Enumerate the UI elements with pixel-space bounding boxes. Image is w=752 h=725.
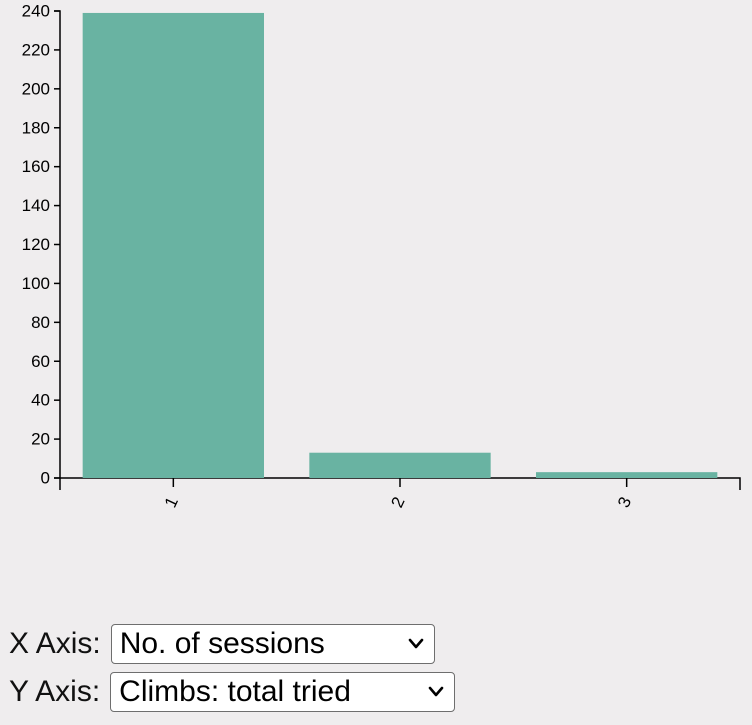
- x-axis-select-value: No. of sessions: [119, 627, 325, 660]
- y-axis-select-value: Climbs: total tried: [119, 675, 351, 708]
- y-tick-label: 180: [22, 118, 50, 137]
- y-tick-label: 60: [31, 352, 50, 371]
- y-axis-control: Y Axis: Climbs: total tried: [9, 669, 709, 715]
- x-tick-label: 3: [614, 494, 635, 511]
- chevron-down-icon: [428, 686, 444, 697]
- y-tick-label: 120: [22, 235, 50, 254]
- y-tick-label: 220: [22, 40, 50, 59]
- x-axis-label: X Axis:: [9, 627, 101, 660]
- y-tick-label: 80: [31, 313, 50, 332]
- y-tick-label: 20: [31, 430, 50, 449]
- y-tick-label: 100: [22, 274, 50, 293]
- y-axis-label: Y Axis:: [9, 675, 101, 708]
- bar-chart: 0 20 40 60 80 100 120 140 160 180 200 220 240 1 2 3: [22, 2, 741, 511]
- bar-3: [536, 472, 718, 478]
- y-axis-select[interactable]: Climbs: total tried: [110, 672, 456, 712]
- y-tick-label: 160: [22, 157, 50, 176]
- y-tick-label: 140: [22, 196, 50, 215]
- x-axis-select[interactable]: No. of sessions: [110, 624, 435, 664]
- x-axis-control: X Axis: No. of sessions: [9, 621, 709, 667]
- x-tick-label: 1: [161, 494, 182, 511]
- y-tick-label: 40: [31, 391, 50, 410]
- y-tick-label: 0: [41, 469, 50, 488]
- bar-2: [309, 452, 491, 478]
- y-axis: 0 20 40 60 80 100 120 140 160 180 200 220 240: [22, 2, 61, 488]
- y-tick-label: 200: [22, 79, 50, 98]
- axis-controls: X Axis: No. of sessions Y Axis: Climbs: …: [9, 621, 709, 717]
- x-axis: 1 2 3: [59, 477, 741, 511]
- bar-1: [82, 12, 265, 479]
- x-tick-label: 2: [387, 494, 408, 511]
- chevron-down-icon: [408, 638, 424, 649]
- y-tick-label: 240: [22, 2, 50, 21]
- bars: [82, 12, 718, 479]
